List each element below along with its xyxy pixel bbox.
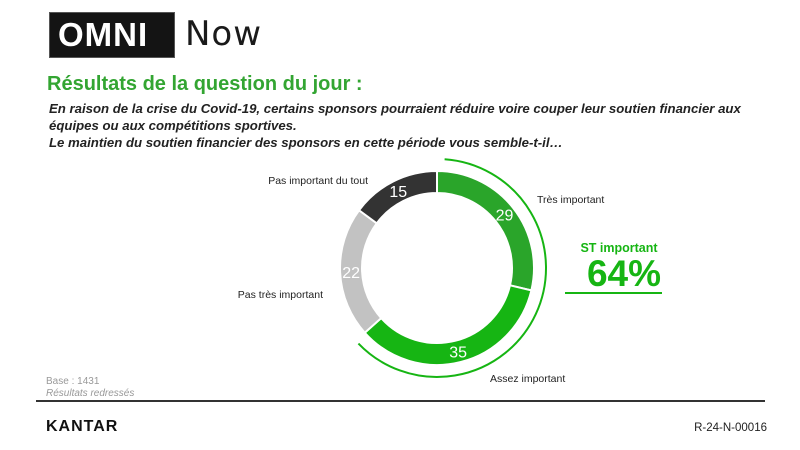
footer-divider <box>36 400 765 402</box>
segment-pas-important-du-tout <box>357 169 438 225</box>
page-title: Résultats de la question du jour : <box>47 73 363 95</box>
omni-logo: OMNI <box>49 12 175 58</box>
value-label-tres-important: 29 <box>496 208 514 225</box>
value-label-pas-tres-important: 22 <box>342 265 360 282</box>
segment-tres-important <box>436 169 535 292</box>
category-label-pas-tres-important: Pas très important <box>238 289 323 301</box>
weighting-note: Résultats redressés <box>46 388 135 399</box>
kantar-logo: KANTAR <box>46 418 119 435</box>
question-line-2: équipes ou aux compétitions sportives. <box>49 118 297 133</box>
value-label-pas-important-du-tout: 15 <box>389 184 407 201</box>
logo-text: OMNI <box>58 16 149 53</box>
summary-label: ST important <box>580 241 658 255</box>
category-label-assez-important: Assez important <box>490 373 565 385</box>
category-label-pas-important-du-tout: Pas important du tout <box>268 175 368 187</box>
question-line-3: Le maintien du soutien financier des spo… <box>49 135 563 150</box>
reference-code: R-24-N-00016 <box>694 422 767 434</box>
summary-value: 64% <box>587 253 661 294</box>
question-text: En raison de la crise du Covid-19, certa… <box>49 100 789 151</box>
summary-bracket <box>357 158 547 378</box>
value-labels: 29 35 22 15 <box>342 184 513 361</box>
category-label-tres-important: Très important <box>537 194 604 206</box>
logo-suffix: Now <box>185 14 263 54</box>
donut-segments <box>339 169 535 366</box>
value-label-assez-important: 35 <box>449 344 467 361</box>
base-count: Base : 1431 <box>46 376 100 387</box>
category-labels: Très important Assez important Pas très im… <box>238 175 605 385</box>
base-note: Base : 1431 Résultats redressés <box>46 376 134 400</box>
question-line-1: En raison de la crise du Covid-19, certa… <box>49 101 741 116</box>
